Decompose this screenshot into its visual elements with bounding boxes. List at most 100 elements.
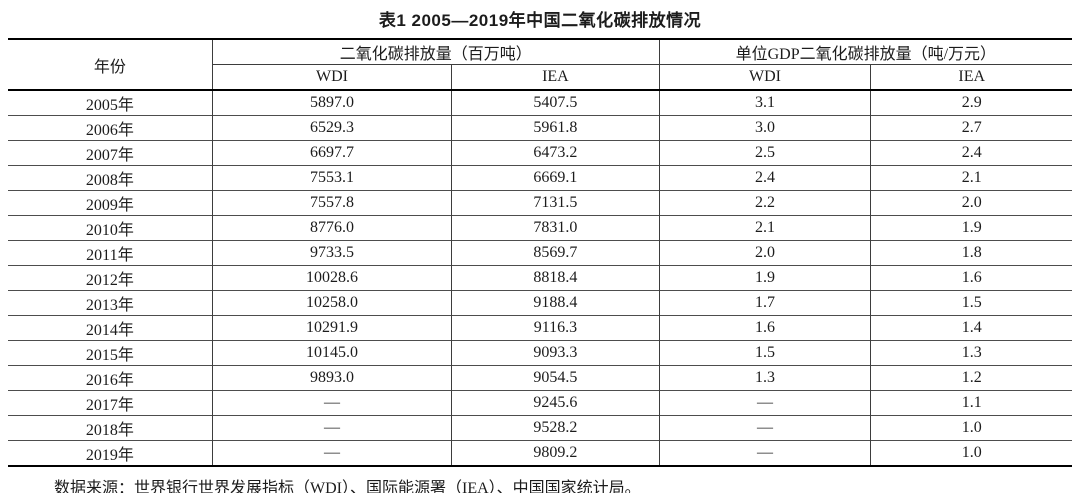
gdp-wdi-cell: 2.0 — [658, 240, 871, 266]
page-title: 表1 2005—2019年中国二氧化碳排放情况 — [378, 11, 702, 30]
year-cell: 2006年 — [8, 115, 213, 141]
co2-wdi-cell: 9893.0 — [211, 365, 452, 391]
co2-iea-header: IEA — [451, 64, 660, 90]
table-row: 2009年 7557.8 7131.5 2.2 2.0 — [8, 190, 1072, 216]
co2-wdi-cell: — — [211, 440, 452, 466]
table-header: 年份 二氧化碳排放量（百万吨） 单位GDP二氧化碳排放量（吨/万元） WDI I… — [8, 39, 1072, 90]
co2-wdi-cell: 6697.7 — [211, 140, 452, 166]
gdp-wdi-cell: 2.5 — [658, 140, 871, 166]
gdp-wdi-header: WDI — [658, 64, 871, 90]
emissions-table: 年份 二氧化碳排放量（百万吨） 单位GDP二氧化碳排放量（吨/万元） WDI I… — [8, 38, 1072, 467]
year-cell: 2016年 — [8, 365, 213, 391]
table-row: 2011年 9733.5 8569.7 2.0 1.8 — [8, 240, 1072, 266]
co2-iea-cell: 9093.3 — [451, 340, 660, 366]
table-body: 2005年 5897.0 5407.5 3.1 2.9 2006年 6529.3 5961.8… — [8, 90, 1072, 466]
gdp-wdi-cell: — — [658, 440, 871, 466]
co2-wdi-cell: 7557.8 — [211, 190, 452, 216]
co2-wdi-cell: 10145.0 — [211, 340, 452, 366]
table-row: 2014年 10291.9 9116.3 1.6 1.4 — [8, 315, 1072, 341]
co2-wdi-cell: 6529.3 — [211, 115, 452, 141]
co2-iea-cell: 7131.5 — [451, 190, 660, 216]
co2-emissions-group-header: 二氧化碳排放量（百万吨） — [211, 39, 660, 65]
gdp-intensity-group-header: 单位GDP二氧化碳排放量（吨/万元） — [658, 39, 1072, 65]
gdp-iea-cell: 1.0 — [870, 415, 1072, 441]
co2-iea-cell: 5961.8 — [451, 115, 660, 141]
gdp-wdi-cell: 2.4 — [658, 165, 871, 191]
co2-iea-cell: 6669.1 — [451, 165, 660, 191]
gdp-wdi-cell: 1.6 — [658, 315, 871, 341]
gdp-wdi-cell: 1.3 — [658, 365, 871, 391]
gdp-wdi-cell: 2.1 — [658, 215, 871, 241]
table-row: 2008年 7553.1 6669.1 2.4 2.1 — [8, 165, 1072, 191]
gdp-iea-cell: 2.7 — [870, 115, 1072, 141]
gdp-iea-cell: 1.4 — [870, 315, 1072, 341]
header-row-groups: 年份 二氧化碳排放量（百万吨） 单位GDP二氧化碳排放量（吨/万元） — [8, 39, 1072, 76]
table-row: 2013年 10258.0 9188.4 1.7 1.5 — [8, 290, 1072, 316]
gdp-iea-cell: 2.1 — [870, 165, 1072, 191]
co2-wdi-cell: 7553.1 — [211, 165, 452, 191]
gdp-wdi-cell: 1.9 — [658, 265, 871, 291]
year-cell: 2019年 — [8, 440, 213, 466]
co2-wdi-cell: — — [211, 415, 452, 441]
year-cell: 2011年 — [8, 240, 213, 266]
gdp-iea-cell: 2.9 — [870, 90, 1072, 116]
year-cell: 2007年 — [8, 140, 213, 166]
gdp-iea-cell: 1.5 — [870, 290, 1072, 316]
year-cell: 2018年 — [8, 415, 213, 441]
gdp-iea-cell: 2.0 — [870, 190, 1072, 216]
table-row: 2005年 5897.0 5407.5 3.1 2.9 — [8, 90, 1072, 116]
co2-iea-cell: 6473.2 — [451, 140, 660, 166]
year-cell: 2017年 — [8, 390, 213, 416]
gdp-wdi-cell: 2.2 — [658, 190, 871, 216]
year-cell: 2015年 — [8, 340, 213, 366]
year-column-header: 年份 — [93, 58, 126, 76]
table-row: 2019年 —9809.2—1.0 — [8, 440, 1072, 466]
co2-iea-cell: 9188.4 — [451, 290, 660, 316]
gdp-wdi-cell: — — [658, 390, 871, 416]
year-cell: 2014年 — [8, 315, 213, 341]
gdp-iea-cell: 1.0 — [870, 440, 1072, 466]
co2-wdi-cell: 10291.9 — [211, 315, 452, 341]
gdp-iea-cell: 1.8 — [870, 240, 1072, 266]
gdp-iea-cell: 2.4 — [870, 140, 1072, 166]
co2-iea-cell: 9809.2 — [451, 440, 660, 466]
table-row: 2010年 8776.0 7831.0 2.1 1.9 — [8, 215, 1072, 241]
gdp-wdi-cell: 1.7 — [658, 290, 871, 316]
co2-wdi-cell: 9733.5 — [211, 240, 452, 266]
year-cell: 2009年 — [8, 190, 213, 216]
co2-iea-cell: 9528.2 — [451, 415, 660, 441]
gdp-wdi-cell: 3.1 — [658, 90, 871, 116]
year-cell: 2012年 — [8, 265, 213, 291]
data-source-note: 数据来源：世界银行世界发展指标（WDI）、国际能源署（IEA）、中国国家统计局。 — [54, 480, 641, 493]
co2-iea-cell: 9054.5 — [451, 365, 660, 391]
co2-wdi-cell: 10028.6 — [211, 265, 452, 291]
gdp-iea-cell: 1.6 — [870, 265, 1072, 291]
gdp-iea-header: IEA — [870, 64, 1072, 90]
year-cell: 2013年 — [8, 290, 213, 316]
gdp-iea-cell: 1.3 — [870, 340, 1072, 366]
table-row: 2006年 6529.3 5961.8 3.0 2.7 — [8, 115, 1072, 141]
table-row: 2007年 6697.7 6473.2 2.5 2.4 — [8, 140, 1072, 166]
co2-wdi-cell: 5897.0 — [211, 90, 452, 116]
table-row: 2012年 10028.6 8818.4 1.9 1.6 — [8, 265, 1072, 291]
table-row: 2015年 10145.0 9093.3 1.5 1.3 — [8, 340, 1072, 366]
co2-wdi-header: WDI — [211, 64, 452, 90]
gdp-iea-cell: 1.1 — [870, 390, 1072, 416]
table-row: 2016年 9893.0 9054.5 1.3 1.2 — [8, 365, 1072, 391]
year-cell: 2008年 — [8, 165, 213, 191]
co2-iea-cell: 9245.6 — [451, 390, 660, 416]
co2-iea-cell: 7831.0 — [451, 215, 660, 241]
gdp-wdi-cell: 1.5 — [658, 340, 871, 366]
header-row-sources: WDI IEA WDI IEA — [8, 64, 1072, 90]
table-row: 2017年 —9245.6—1.1 — [8, 390, 1072, 416]
co2-wdi-cell: 10258.0 — [211, 290, 452, 316]
gdp-wdi-cell: 3.0 — [658, 115, 871, 141]
gdp-wdi-cell: — — [658, 415, 871, 441]
co2-iea-cell: 8569.7 — [451, 240, 660, 266]
co2-wdi-cell: 8776.0 — [211, 215, 452, 241]
co2-wdi-cell: — — [211, 390, 452, 416]
gdp-iea-cell: 1.9 — [870, 215, 1072, 241]
co2-iea-cell: 5407.5 — [451, 90, 660, 116]
gdp-iea-cell: 1.2 — [870, 365, 1072, 391]
year-cell: 2005年 — [85, 97, 134, 114]
